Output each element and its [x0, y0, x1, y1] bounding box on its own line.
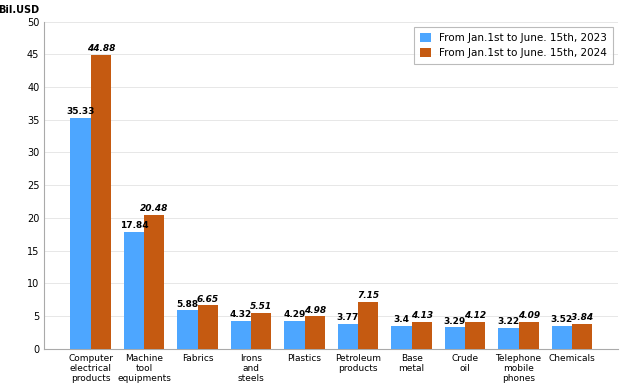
Bar [198, 305, 218, 349]
Text: 4.32: 4.32 [230, 310, 252, 319]
Text: 4.12: 4.12 [464, 311, 486, 320]
Text: 44.88: 44.88 [87, 44, 115, 53]
Bar [445, 327, 465, 349]
Text: Bil.USD: Bil.USD [0, 5, 39, 15]
Text: 17.84: 17.84 [120, 221, 149, 230]
Bar [305, 316, 325, 349]
Text: 5.88: 5.88 [177, 300, 198, 308]
Bar [90, 55, 111, 349]
Text: 20.48: 20.48 [140, 204, 168, 213]
Text: 3.29: 3.29 [444, 317, 466, 326]
Bar [572, 324, 592, 349]
Bar [465, 322, 485, 349]
Text: 4.09: 4.09 [518, 311, 540, 321]
Text: 3.52: 3.52 [551, 315, 573, 324]
Text: 3.77: 3.77 [337, 314, 359, 322]
Bar [124, 232, 144, 349]
Bar [177, 310, 198, 349]
Bar [338, 324, 358, 349]
Bar [285, 321, 305, 349]
Text: 4.29: 4.29 [283, 310, 306, 319]
Text: 3.84: 3.84 [571, 313, 593, 322]
Legend: From Jan.1st to June. 15th, 2023, From Jan.1st to June. 15th, 2024: From Jan.1st to June. 15th, 2023, From J… [414, 27, 613, 65]
Text: 35.33: 35.33 [66, 107, 95, 116]
Bar [391, 326, 412, 349]
Text: 3.4: 3.4 [393, 315, 409, 324]
Bar [498, 328, 519, 349]
Text: 7.15: 7.15 [357, 291, 379, 300]
Text: 4.98: 4.98 [304, 305, 326, 315]
Bar [144, 215, 165, 349]
Text: 5.51: 5.51 [250, 302, 272, 311]
Text: 3.22: 3.22 [497, 317, 519, 326]
Bar [231, 321, 251, 349]
Bar [552, 326, 572, 349]
Bar [251, 313, 271, 349]
Bar [358, 302, 378, 349]
Bar [412, 322, 432, 349]
Text: 4.13: 4.13 [411, 311, 433, 320]
Text: 6.65: 6.65 [197, 294, 219, 304]
Bar [519, 322, 539, 349]
Bar [71, 117, 90, 349]
